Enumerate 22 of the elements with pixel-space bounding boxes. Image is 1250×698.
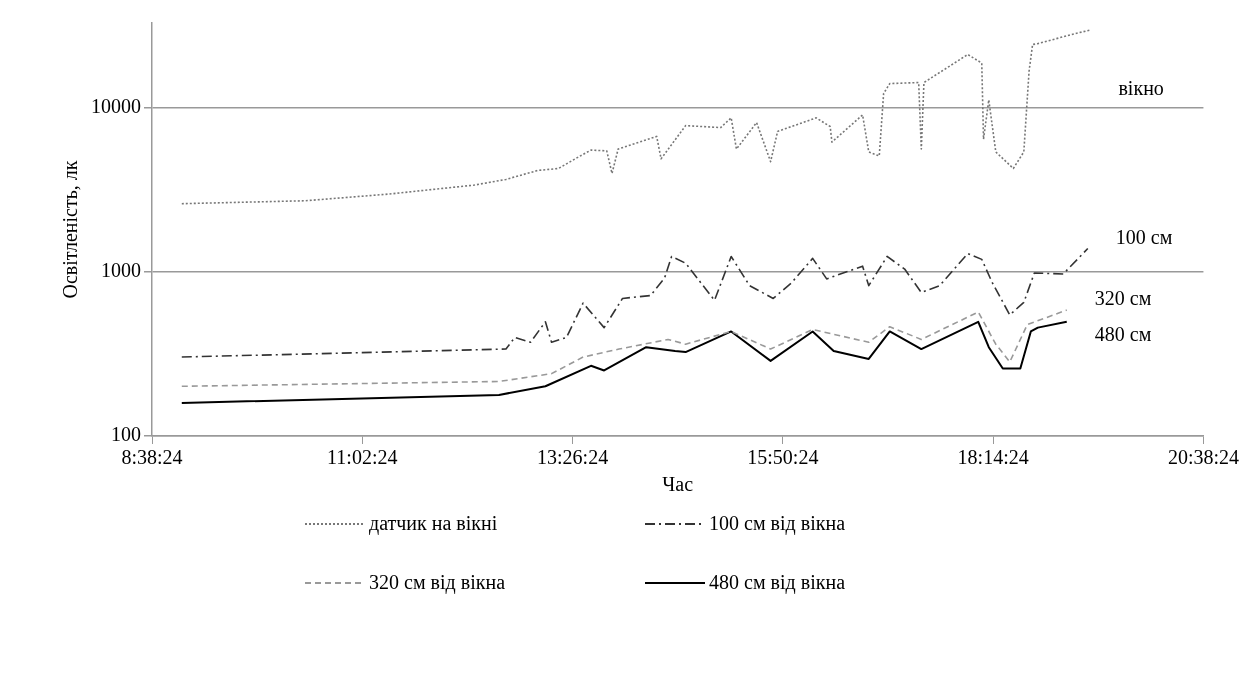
- x-tick-label: 8:38:24: [121, 446, 183, 469]
- line-series: [180, 309, 1068, 388]
- line-series: [180, 29, 1092, 205]
- annotation: 480 см: [1094, 323, 1152, 346]
- legend-label: 480 см від вікна: [709, 571, 846, 594]
- line-series: [180, 247, 1089, 358]
- y-tick-label: 10000: [91, 95, 141, 118]
- y-tick-label: 100: [111, 423, 141, 446]
- x-tick-label: 20:38:24: [1167, 446, 1240, 469]
- x-tick-label: 15:50:24: [747, 446, 819, 469]
- y-tick-label: 1000: [101, 259, 141, 282]
- annotation: вікно: [1118, 77, 1164, 100]
- x-tick-label: 18:14:24: [957, 446, 1029, 469]
- x-axis-title: Час: [662, 473, 694, 496]
- annotation: 320 см: [1094, 287, 1152, 310]
- y-axis-title: Освітленість, лк: [59, 160, 82, 299]
- annotation: 100 см: [1115, 225, 1173, 248]
- legend-label: датчик на вікні: [369, 512, 498, 535]
- legend-label: 100 см від вікна: [709, 512, 846, 535]
- x-tick-label: 11:02:24: [327, 446, 398, 469]
- legend-label: 320 см від вікна: [369, 571, 506, 594]
- x-tick-label: 13:26:24: [537, 446, 609, 469]
